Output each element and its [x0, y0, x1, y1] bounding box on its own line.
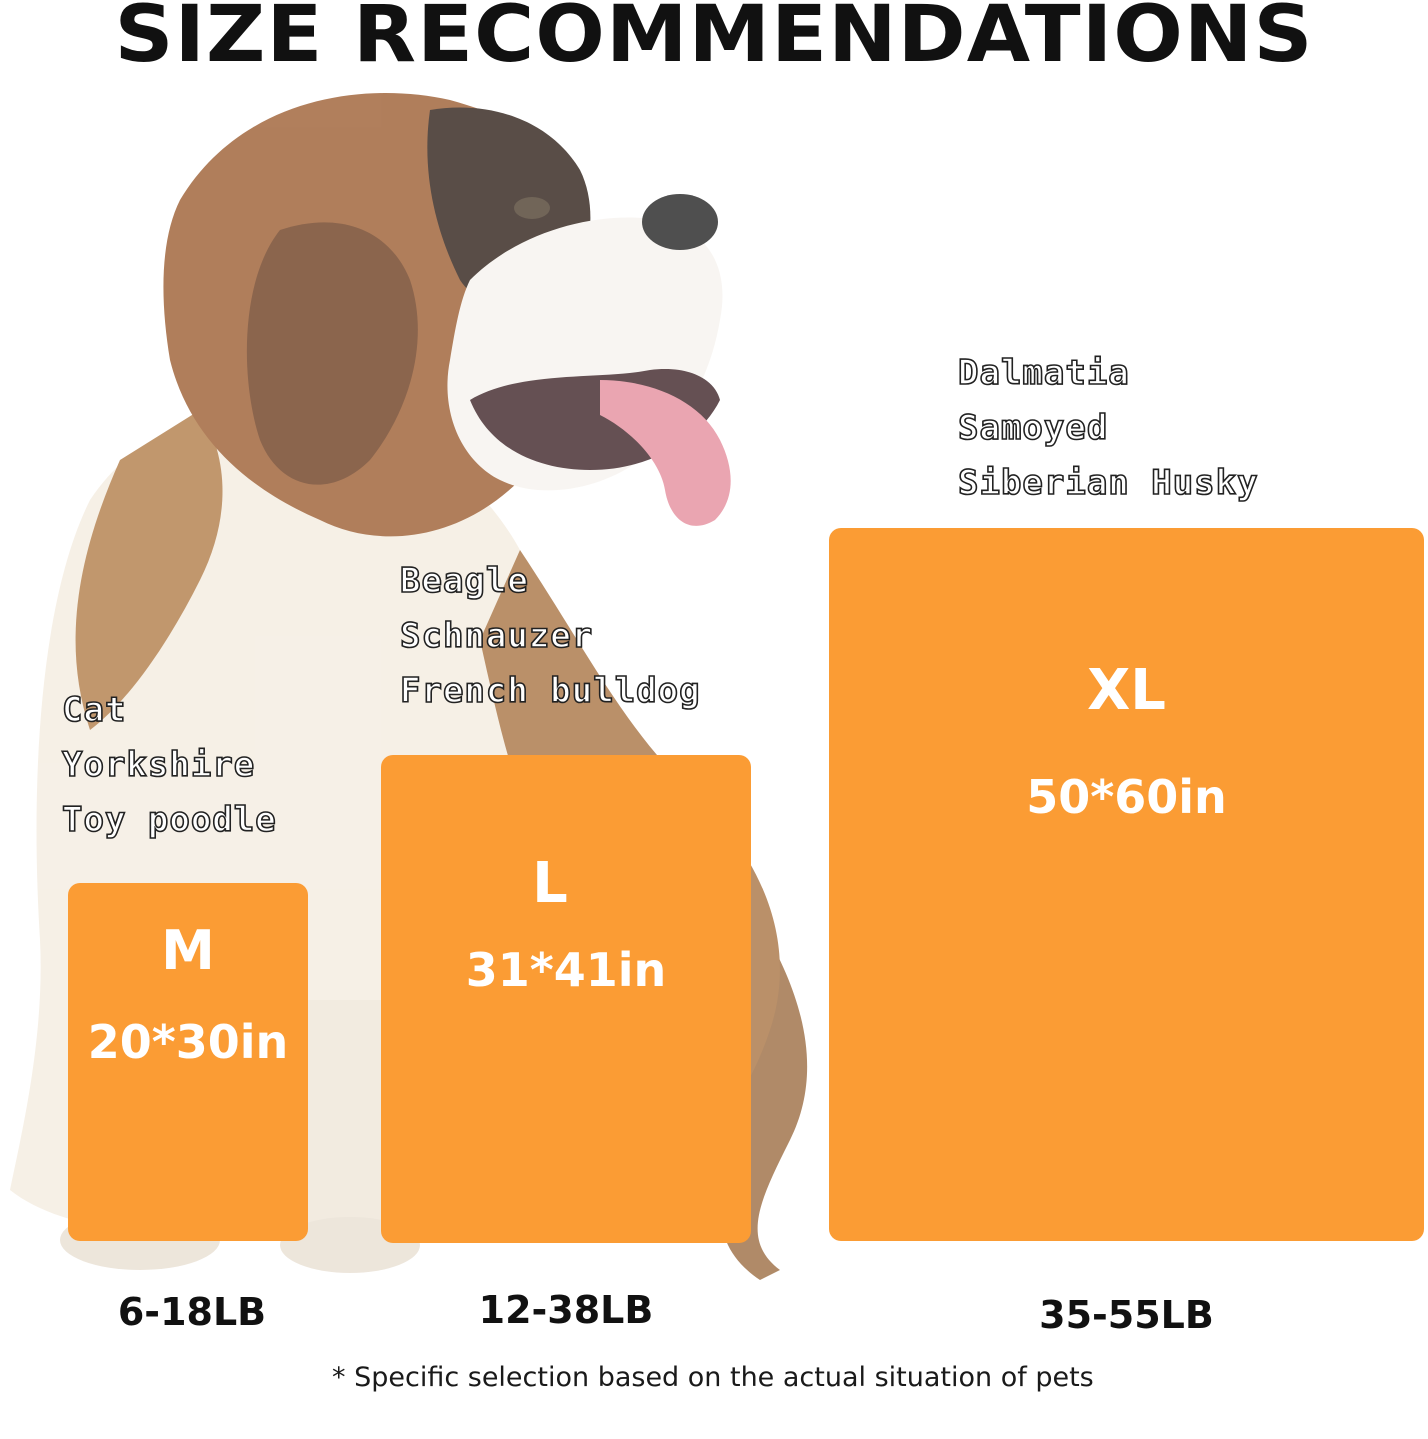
footnote: * Specific selection based on the actual…	[332, 1362, 1094, 1393]
weight-label-m: 6-18LB	[117, 1290, 267, 1334]
size-label: M	[161, 919, 215, 982]
breed-item: Samoyed	[957, 407, 1109, 449]
breed-item: Schnauzer	[399, 615, 594, 657]
size-label: XL	[1087, 658, 1166, 723]
weight-label-xl: 35-55LB	[1039, 1293, 1214, 1337]
breed-list-xl: Dalmatia Samoyed Siberian Husky	[957, 346, 1259, 511]
breed-list-l: Beagle Schnauzer French bulldog	[399, 554, 701, 719]
breed-item: Toy poodle	[61, 799, 277, 841]
size-dimensions: 20*30in	[87, 1015, 289, 1069]
breed-item: Cat	[61, 689, 127, 731]
size-label: L	[532, 851, 568, 916]
weight-label-l: 12-38LB	[478, 1288, 654, 1332]
size-card-xl: XL 50*60in	[829, 528, 1424, 1241]
size-card-l: L 31*41in	[381, 755, 751, 1243]
breed-item: Dalmatia	[957, 352, 1130, 394]
page-title: SIZE RECOMMENDATIONS	[114, 0, 1314, 80]
breed-item: Beagle	[399, 560, 529, 602]
breed-item: French bulldog	[399, 670, 701, 712]
breed-item: Siberian Husky	[957, 462, 1259, 504]
size-dimensions: 50*60in	[1026, 770, 1227, 824]
size-dimensions: 31*41in	[465, 943, 667, 997]
breed-item: Yorkshire	[61, 744, 256, 786]
size-card-m: M 20*30in	[68, 883, 308, 1241]
breed-list-m: Cat Yorkshire Toy poodle	[61, 683, 277, 848]
